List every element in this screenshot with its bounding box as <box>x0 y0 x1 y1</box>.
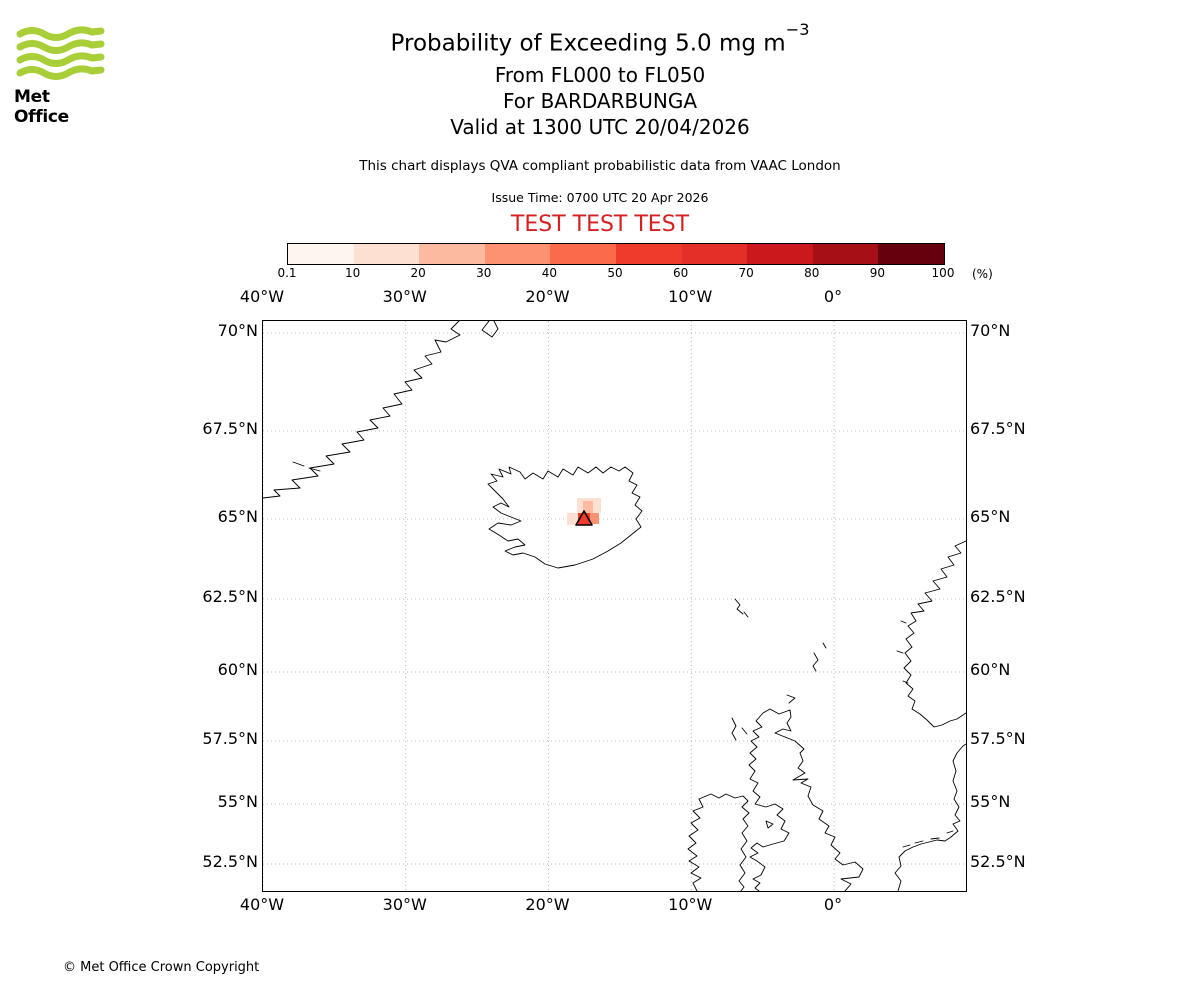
coastline-iceland <box>487 466 643 569</box>
colorbar-segment <box>353 244 420 264</box>
subtitle-valid-time: Valid at 1300 UTC 20/04/2026 <box>450 115 750 139</box>
colorbar-unit-label: (%) <box>972 267 993 281</box>
map-svg <box>263 321 966 891</box>
colorbar-tick-label: 10 <box>344 266 361 280</box>
y-axis-left: 70°N 67.5°N 65°N 62.5°N 60°N 57.5°N 55°N 52.5°N <box>168 320 258 890</box>
colorbar <box>287 243 945 265</box>
y-tick-label: 67.5°N <box>970 419 1026 438</box>
met-office-waves-icon <box>16 26 105 80</box>
x-tick-label: 30°W <box>382 287 427 306</box>
colorbar-segment <box>288 244 354 264</box>
y-tick-label: 52.5°N <box>202 852 258 871</box>
met-office-logo: Met Office <box>14 26 108 127</box>
y-tick-label: 60°N <box>970 660 1011 679</box>
hebrides-islands <box>731 717 748 741</box>
y-tick-label: 57.5°N <box>202 729 258 748</box>
colorbar-segment <box>681 244 748 264</box>
x-tick-label: 10°W <box>668 895 713 914</box>
y-tick-label: 60°N <box>217 660 258 679</box>
subtitle-flight-levels: From FL000 to FL050 <box>494 63 706 87</box>
colorbar-tick-label: 20 <box>410 266 426 280</box>
coastline-greenland-spur <box>481 321 499 338</box>
title-exponent: −3 <box>785 19 810 39</box>
colorbar-segment <box>419 244 485 264</box>
x-axis-bottom: 40°W 30°W 20°W 10°W 0° <box>240 895 965 917</box>
plume-cell <box>567 513 578 525</box>
coastline-layer <box>263 321 966 891</box>
volcano-marker <box>575 510 593 526</box>
y-tick-label: 62.5°N <box>202 587 258 606</box>
colorbar-ticks: 0.1 10 20 30 40 50 60 70 80 90 100 <box>277 266 954 282</box>
colorbar-tick-label: 40 <box>541 266 558 280</box>
y-tick-label: 65°N <box>970 507 1011 526</box>
test-banner: TEST TEST TEST <box>510 212 690 237</box>
title-main: Probability of Exceeding 5.0 mg m <box>390 30 786 57</box>
x-axis-top: 40°W 30°W 20°W 10°W 0° <box>240 287 965 309</box>
shetland-islands <box>812 642 827 672</box>
y-tick-label: 57.5°N <box>970 729 1026 748</box>
coastline-norway <box>903 540 966 728</box>
colorbar-tick-label: 80 <box>804 266 820 280</box>
plume-cell <box>590 513 599 524</box>
colorbar-tick-label: 100 <box>931 266 955 280</box>
x-tick-label: 40°W <box>239 287 285 306</box>
x-tick-label: 10°W <box>668 287 713 306</box>
x-tick-label: 20°W <box>525 287 570 306</box>
colorbar-tick-label: 30 <box>476 266 492 280</box>
colorbar-tick-label: 90 <box>869 266 886 280</box>
y-tick-label: 65°N <box>217 507 258 526</box>
x-tick-label: 30°W <box>382 895 427 914</box>
page-title: Probability of Exceeding 5.0 mg m−3 <box>0 20 1200 57</box>
grid-layer <box>263 321 966 891</box>
coastline-ireland <box>687 793 750 891</box>
coastline-greenland <box>263 321 461 499</box>
colorbar-tick-label: 0.1 <box>277 266 297 280</box>
frisian-islands <box>902 830 954 848</box>
x-tick-label: 0° <box>823 895 843 914</box>
colorbar-segment <box>747 244 813 264</box>
orkney-islands <box>786 694 796 704</box>
x-tick-label: 0° <box>823 287 843 306</box>
x-tick-label: 40°W <box>239 895 285 914</box>
colorbar-tick-label: 70 <box>738 266 754 280</box>
y-axis-right: 70°N 67.5°N 65°N 62.5°N 60°N 57.5°N 55°N 52.5°N <box>970 320 1060 890</box>
issue-time: Issue Time: 0700 UTC 20 Apr 2026 <box>491 190 709 205</box>
greenland-islands <box>292 461 321 472</box>
colorbar-tick-label: 60 <box>672 266 689 280</box>
colorbar-tick-label: 50 <box>607 266 623 280</box>
y-tick-label: 55°N <box>970 792 1011 811</box>
coastline-great-britain <box>748 708 864 891</box>
y-tick-label: 62.5°N <box>970 587 1026 606</box>
subtitle-volcano: For BARDARBUNGA <box>502 89 698 113</box>
colorbar-segment <box>878 244 944 264</box>
faroe-islands <box>734 598 749 618</box>
qva-description: This chart displays QVA compliant probab… <box>359 158 841 174</box>
plume-cell <box>583 501 593 513</box>
x-tick-label: 20°W <box>525 895 570 914</box>
copyright-text: © Met Office Crown Copyright <box>63 960 260 975</box>
y-tick-label: 70°N <box>970 321 1011 340</box>
isle-of-man <box>765 820 774 829</box>
colorbar-segment <box>550 244 616 264</box>
y-tick-label: 52.5°N <box>970 852 1026 871</box>
map-frame <box>262 320 967 892</box>
coastline-continent-denmark <box>894 743 966 891</box>
colorbar-segment <box>615 244 682 264</box>
norway-islands <box>896 620 909 684</box>
y-tick-label: 70°N <box>217 321 258 340</box>
met-office-logo-text: Met Office <box>14 87 69 127</box>
y-tick-label: 67.5°N <box>202 419 258 438</box>
colorbar-segment <box>484 244 551 264</box>
y-tick-label: 55°N <box>217 792 258 811</box>
colorbar-segment <box>812 244 879 264</box>
